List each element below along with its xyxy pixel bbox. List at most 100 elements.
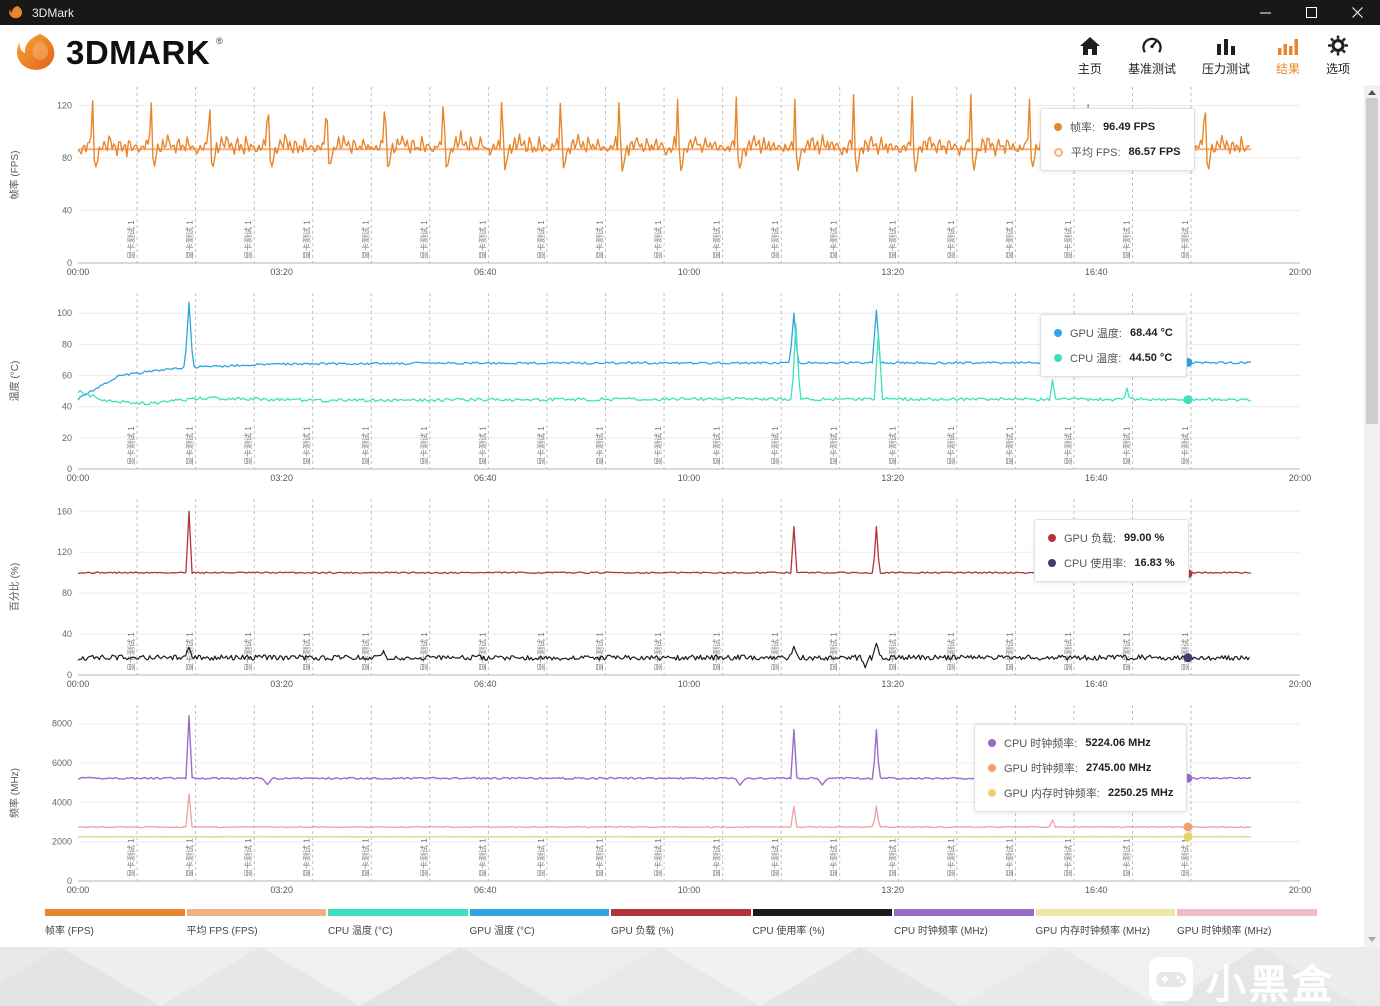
bottom-legend-item-7[interactable]: GPU 内存时钟频率 (MHz) bbox=[1035, 909, 1175, 937]
logo-registered-mark: ® bbox=[216, 35, 223, 46]
logo-text: 3DMARK bbox=[66, 33, 211, 71]
legend-label: 帧率 (FPS) bbox=[45, 926, 94, 937]
chart-legend-fps: 帧率: 96.49 FPS 平均 FPS: 86.57 FPS bbox=[1040, 108, 1195, 171]
legend-label: GPU 内存时钟频率 (MHz) bbox=[1035, 926, 1150, 937]
svg-text:显卡测试 1: 显卡测试 1 bbox=[536, 220, 546, 259]
svg-text:显卡测试 1: 显卡测试 1 bbox=[126, 426, 136, 465]
legend-dot-icon bbox=[1054, 329, 1062, 337]
svg-text:显卡测试 1: 显卡测试 1 bbox=[243, 838, 253, 877]
svg-text:20: 20 bbox=[62, 433, 72, 443]
svg-text:显卡测试 1: 显卡测试 1 bbox=[1004, 220, 1014, 259]
svg-text:显卡测试 1: 显卡测试 1 bbox=[1004, 426, 1014, 465]
legend-dot-icon bbox=[1054, 147, 1063, 157]
bottom-legend-item-5[interactable]: CPU 使用率 (%) bbox=[752, 909, 892, 937]
svg-text:显卡测试 1: 显卡测试 1 bbox=[126, 632, 136, 671]
svg-text:频率 (MHz): 频率 (MHz) bbox=[8, 768, 21, 818]
legend-series-name: 帧率: bbox=[1070, 122, 1096, 134]
close-button[interactable] bbox=[1334, 0, 1380, 25]
window-controls bbox=[1242, 0, 1380, 25]
bottom-legend-item-2[interactable]: CPU 温度 (°C) bbox=[328, 909, 468, 937]
bottom-legend-item-0[interactable]: 帧率 (FPS) bbox=[45, 909, 185, 937]
legend-series-value: 99.00 % bbox=[1123, 532, 1165, 544]
svg-text:显卡测试 1: 显卡测试 1 bbox=[946, 220, 956, 259]
legend-swatch bbox=[186, 909, 326, 916]
legend-dot-icon bbox=[1054, 354, 1062, 362]
scroll-down-arrow-icon[interactable] bbox=[1368, 937, 1376, 942]
legend-dot-icon bbox=[988, 789, 996, 797]
svg-text:8000: 8000 bbox=[52, 719, 72, 729]
svg-text:显卡测试 1: 显卡测试 1 bbox=[653, 220, 663, 259]
results-icon bbox=[1277, 34, 1299, 56]
bottom-legend-item-8[interactable]: GPU 时钟频率 (MHz) bbox=[1177, 909, 1317, 937]
logo: 3DMARK ® bbox=[16, 33, 223, 78]
svg-text:80: 80 bbox=[62, 588, 72, 598]
maximize-icon bbox=[1305, 7, 1317, 18]
legend-series-name: CPU 使用率: bbox=[1064, 558, 1127, 570]
svg-text:显卡测试 1: 显卡测试 1 bbox=[185, 426, 195, 465]
svg-text:显卡测试 1: 显卡测试 1 bbox=[595, 632, 605, 671]
nav-item-home[interactable]: 主页 bbox=[1078, 34, 1102, 77]
svg-text:显卡测试 1: 显卡测试 1 bbox=[243, 426, 253, 465]
chart-canvas-percent[interactable]: 0 40 80 120 160 显卡测试 1 显卡测试 1 显卡测试 1 显卡测试 1 显卡测试 … bbox=[4, 497, 1334, 703]
svg-text:显卡测试 1: 显卡测试 1 bbox=[887, 838, 897, 877]
svg-text:显卡测试 1: 显卡测试 1 bbox=[302, 426, 312, 465]
svg-text:120: 120 bbox=[57, 547, 72, 557]
svg-text:显卡测试 1: 显卡测试 1 bbox=[946, 632, 956, 671]
nav-item-options[interactable]: 选项 bbox=[1326, 34, 1350, 77]
watermark-text: 小黑盒 bbox=[1206, 963, 1335, 1006]
scrollbar-thumb[interactable] bbox=[1366, 98, 1378, 424]
bottom-legend-item-1[interactable]: 平均 FPS (FPS) bbox=[186, 909, 326, 937]
svg-text:显卡测试 1: 显卡测试 1 bbox=[1122, 838, 1132, 877]
nav-item-stress[interactable]: 压力测试 bbox=[1202, 34, 1250, 77]
legend-dot-icon bbox=[988, 764, 996, 772]
legend-label: GPU 负载 (%) bbox=[611, 926, 674, 937]
bottom-legend-item-6[interactable]: CPU 时钟频率 (MHz) bbox=[894, 909, 1034, 937]
nav-label: 选项 bbox=[1325, 61, 1350, 76]
nav-label: 压力测试 bbox=[1201, 61, 1250, 76]
svg-text:显卡测试 1: 显卡测试 1 bbox=[1004, 632, 1014, 671]
legend-swatch bbox=[1035, 909, 1175, 916]
maximize-button[interactable] bbox=[1288, 0, 1334, 25]
svg-text:03:20: 03:20 bbox=[270, 473, 293, 483]
watermark: 小黑盒 bbox=[1148, 952, 1335, 1006]
svg-text:显卡测试 1: 显卡测试 1 bbox=[126, 220, 136, 259]
bottom-legend-item-3[interactable]: GPU 温度 (°C) bbox=[469, 909, 609, 937]
chart-canvas-temp[interactable]: 0 20 40 60 80 100 显卡测试 1 显卡测试 1 显卡测试 1 显卡测试 1 显卡测试… bbox=[4, 291, 1334, 497]
svg-text:显卡测试 1: 显卡测试 1 bbox=[477, 632, 487, 671]
svg-text:06:40: 06:40 bbox=[474, 679, 497, 689]
legend-row: GPU 负载: 99.00 % bbox=[1048, 530, 1175, 546]
svg-text:百分比 (%): 百分比 (%) bbox=[9, 563, 21, 611]
svg-text:16:40: 16:40 bbox=[1085, 885, 1108, 895]
svg-text:0: 0 bbox=[67, 258, 72, 268]
chart-canvas-freq[interactable]: 0 2000 4000 6000 8000 显卡测试 1 显卡测试 1 显卡测试 1 显卡测试 … bbox=[4, 703, 1334, 909]
svg-text:13:20: 13:20 bbox=[881, 885, 904, 895]
bottom-legend-item-4[interactable]: GPU 负载 (%) bbox=[611, 909, 751, 937]
legend-dot-icon bbox=[988, 739, 996, 747]
svg-text:显卡测试 1: 显卡测试 1 bbox=[1063, 426, 1073, 465]
nav-item-results[interactable]: 结果 bbox=[1276, 34, 1300, 77]
svg-text:00:00: 00:00 bbox=[67, 885, 90, 895]
svg-text:显卡测试 1: 显卡测试 1 bbox=[1180, 838, 1190, 877]
legend-series-value: 2745.00 MHz bbox=[1085, 762, 1152, 774]
minimize-button[interactable] bbox=[1242, 0, 1288, 25]
svg-text:显卡测试 1: 显卡测试 1 bbox=[243, 220, 253, 259]
svg-text:显卡测试 1: 显卡测试 1 bbox=[243, 632, 253, 671]
svg-text:显卡测试 1: 显卡测试 1 bbox=[185, 632, 195, 671]
svg-text:显卡测试 1: 显卡测试 1 bbox=[946, 838, 956, 877]
home-icon bbox=[1079, 34, 1101, 56]
legend-series-value: 68.44 °C bbox=[1129, 327, 1173, 339]
svg-text:显卡测试 1: 显卡测试 1 bbox=[595, 220, 605, 259]
svg-text:显卡测试 1: 显卡测试 1 bbox=[419, 426, 429, 465]
chart-canvas-fps[interactable]: 0 40 80 120 显卡测试 1 显卡测试 1 显卡测试 1 显卡测试 1 显卡测试 1 显卡… bbox=[4, 85, 1334, 291]
svg-text:03:20: 03:20 bbox=[270, 679, 293, 689]
chart-percent: 0 40 80 120 160 显卡测试 1 显卡测试 1 显卡测试 1 显卡测试 1 显卡测试 … bbox=[4, 497, 1334, 703]
svg-text:16:40: 16:40 bbox=[1085, 267, 1108, 277]
nav-label: 主页 bbox=[1077, 61, 1102, 76]
svg-text:显卡测试 1: 显卡测试 1 bbox=[419, 632, 429, 671]
svg-text:帧率 (FPS): 帧率 (FPS) bbox=[8, 151, 21, 200]
svg-text:显卡测试 1: 显卡测试 1 bbox=[1180, 426, 1190, 465]
nav-item-benchmark[interactable]: 基准测试 bbox=[1128, 34, 1176, 77]
chart-freq: 0 2000 4000 6000 8000 显卡测试 1 显卡测试 1 显卡测试 1 显卡测试 … bbox=[4, 703, 1334, 909]
bottom-legend: 帧率 (FPS) 平均 FPS (FPS) CPU 温度 (°C) GPU 温度 (°… bbox=[45, 909, 1317, 937]
scroll-up-arrow-icon[interactable] bbox=[1368, 90, 1376, 95]
